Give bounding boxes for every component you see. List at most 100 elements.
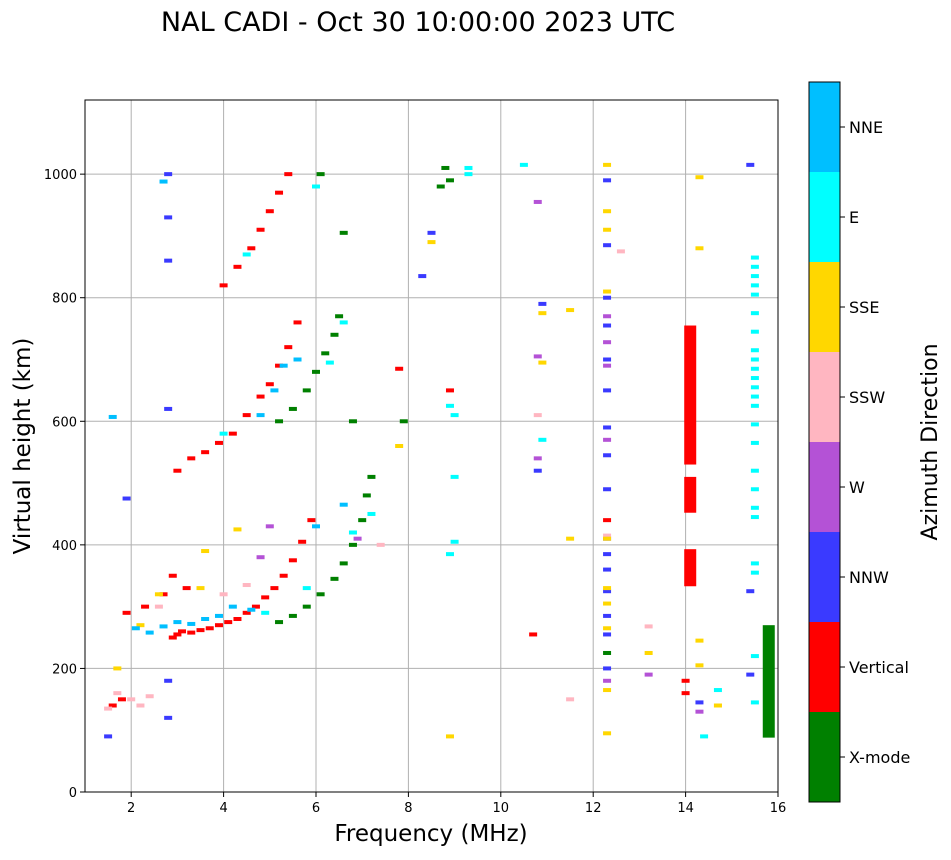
data-point xyxy=(538,360,547,365)
data-point xyxy=(750,311,759,316)
data-point xyxy=(141,604,150,609)
data-point xyxy=(603,536,612,541)
data-point xyxy=(603,626,612,631)
data-point xyxy=(538,311,547,316)
x-tick-label: 2 xyxy=(127,801,135,816)
data-point xyxy=(603,178,612,183)
data-point xyxy=(358,518,367,523)
data-point xyxy=(695,638,704,643)
data-point xyxy=(261,595,270,600)
data-point xyxy=(603,388,612,393)
data-point xyxy=(127,697,136,702)
data-point xyxy=(750,422,759,427)
data-point xyxy=(700,734,709,739)
data-point xyxy=(603,650,612,655)
data-point xyxy=(603,613,612,618)
data-point xyxy=(288,558,297,563)
data-point xyxy=(750,366,759,371)
data-point xyxy=(256,413,265,418)
colorbar-tick-label: SSW xyxy=(849,388,885,407)
data-point xyxy=(284,172,293,177)
data-point xyxy=(450,413,459,418)
data-point xyxy=(603,589,612,594)
data-point xyxy=(427,230,436,235)
colorbar-swatch xyxy=(809,712,840,802)
y-tick-label: 1000 xyxy=(44,168,77,183)
data-point xyxy=(159,179,168,184)
data-point xyxy=(307,518,316,523)
data-point xyxy=(312,524,320,529)
data-point xyxy=(603,601,612,606)
data-point xyxy=(302,586,311,591)
data-point xyxy=(242,413,251,418)
data-point xyxy=(566,697,575,702)
data-point xyxy=(325,360,334,365)
data-point xyxy=(746,672,755,677)
data-point xyxy=(399,419,408,424)
data-point xyxy=(321,351,330,356)
data-point xyxy=(395,366,404,371)
data-point xyxy=(750,283,759,288)
data-point xyxy=(603,357,612,362)
data-point xyxy=(261,610,270,615)
data-point xyxy=(603,487,612,492)
data-point xyxy=(750,487,759,492)
data-point xyxy=(275,190,284,195)
data-point xyxy=(644,672,653,677)
data-point xyxy=(464,165,473,170)
data-point xyxy=(122,496,131,501)
data-point xyxy=(750,654,759,659)
data-point xyxy=(275,620,284,625)
x-tick-label: 10 xyxy=(493,801,510,816)
data-point xyxy=(302,604,311,609)
data-point xyxy=(224,620,233,625)
colorbar: X-mode Vertical NNW W SSW SSE E NNE xyxy=(808,81,910,803)
data-point xyxy=(644,624,653,629)
data-point xyxy=(316,172,325,177)
data-point xyxy=(201,617,210,621)
data-point xyxy=(136,703,145,708)
data-point xyxy=(538,301,547,306)
data-point xyxy=(603,323,612,328)
data-point xyxy=(178,629,187,634)
data-point xyxy=(566,308,575,313)
data-point xyxy=(695,700,704,705)
data-point xyxy=(233,617,242,621)
data-point xyxy=(145,694,154,699)
data-point xyxy=(348,419,357,424)
data-point xyxy=(339,561,348,566)
data-point xyxy=(395,444,404,448)
colorbar-swatch xyxy=(809,442,840,532)
colorbar-tick-label: NNE xyxy=(849,118,883,137)
data-point xyxy=(436,184,445,189)
data-point xyxy=(164,172,173,177)
colorbar-tick-label: SSE xyxy=(849,298,879,317)
data-point xyxy=(353,536,362,541)
data-point xyxy=(603,437,612,442)
data-point xyxy=(603,363,612,368)
data-point xyxy=(464,172,473,177)
data-point xyxy=(519,162,528,167)
data-point xyxy=(750,385,759,390)
x-tick-label: 14 xyxy=(677,801,694,816)
x-tick-label: 12 xyxy=(585,801,602,816)
colorbar-tick-label: NNW xyxy=(849,568,889,587)
data-point xyxy=(187,621,196,626)
data-point xyxy=(242,583,251,588)
data-point xyxy=(293,357,302,362)
data-point xyxy=(214,623,223,628)
data-point xyxy=(603,227,612,232)
data-point xyxy=(750,329,759,334)
data-point xyxy=(750,357,759,362)
data-point xyxy=(145,630,154,635)
data-point xyxy=(164,215,173,220)
data-point xyxy=(445,388,454,393)
data-point xyxy=(750,561,759,566)
data-point xyxy=(339,320,348,325)
data-point xyxy=(603,162,612,167)
data-point xyxy=(219,431,228,436)
data-point xyxy=(233,527,242,532)
data-point xyxy=(316,592,325,597)
data-point xyxy=(288,613,297,618)
